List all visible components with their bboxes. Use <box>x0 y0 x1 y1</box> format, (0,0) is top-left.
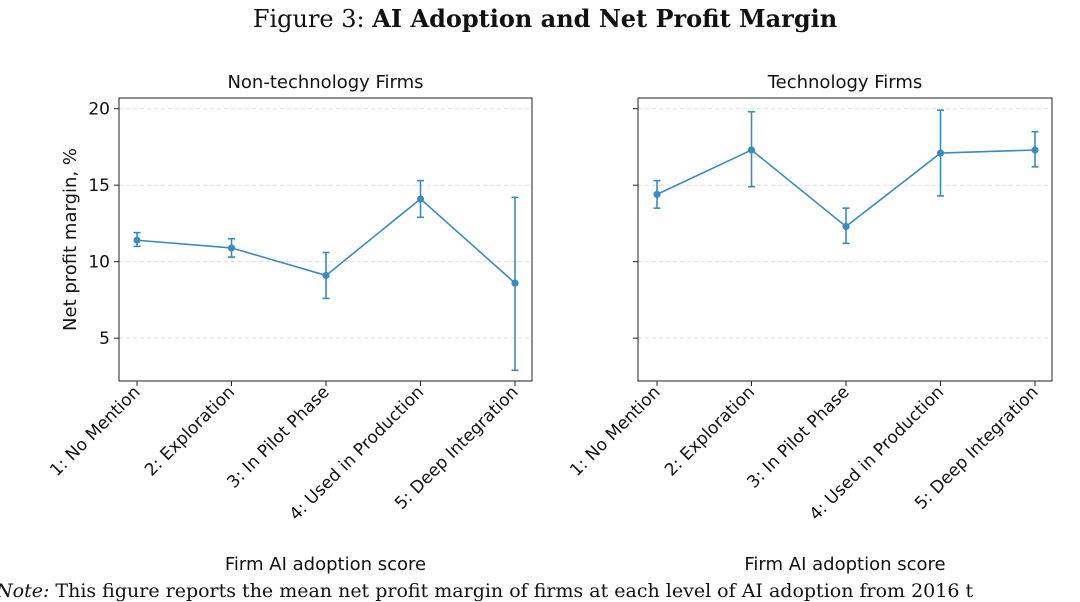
y-tick-label: 10 <box>88 253 110 273</box>
data-point <box>747 146 756 154</box>
figure-title: Figure 3: AI Adoption and Net Profit Mar… <box>0 4 1080 33</box>
panel-title: Technology Firms <box>767 72 923 93</box>
figure-title-main: AI Adoption and Net Profit Margin <box>372 4 838 33</box>
x-tick-label: 2: Exploration <box>661 382 759 480</box>
data-point <box>416 195 425 203</box>
figure-note: Note: This figure reports the mean net p… <box>0 580 973 602</box>
note-label: Note: <box>0 580 50 602</box>
data-point <box>322 271 330 280</box>
data-point <box>1031 146 1039 154</box>
x-tick-label: 3: In Pilot Phase <box>223 382 333 492</box>
data-point <box>511 279 519 287</box>
panel-title: Non-technology Firms <box>227 72 423 93</box>
data-point <box>133 236 141 244</box>
data-point <box>227 244 236 252</box>
x-axis-label: Firm AI adoption score <box>225 554 426 575</box>
data-point <box>653 190 661 198</box>
x-tick-label: 2: Exploration <box>141 382 239 480</box>
plot-frame <box>637 97 1053 382</box>
x-tick-label: 1: No Mention <box>46 382 144 480</box>
note-body: This figure reports the mean net profit … <box>55 580 974 602</box>
y-tick-label: 5 <box>99 329 110 349</box>
data-point <box>842 222 850 231</box>
x-tick-label: 1: No Mention <box>566 382 664 480</box>
x-tick-label: 3: In Pilot Phase <box>743 382 853 492</box>
y-tick-label: 20 <box>88 100 110 120</box>
data-point <box>936 149 945 157</box>
figure-title-prefix: Figure 3: <box>252 5 365 33</box>
y-axis-label: Net profit margin, % <box>60 148 81 331</box>
x-axis-label: Firm AI adoption score <box>744 554 945 575</box>
y-tick-label: 15 <box>88 176 110 196</box>
